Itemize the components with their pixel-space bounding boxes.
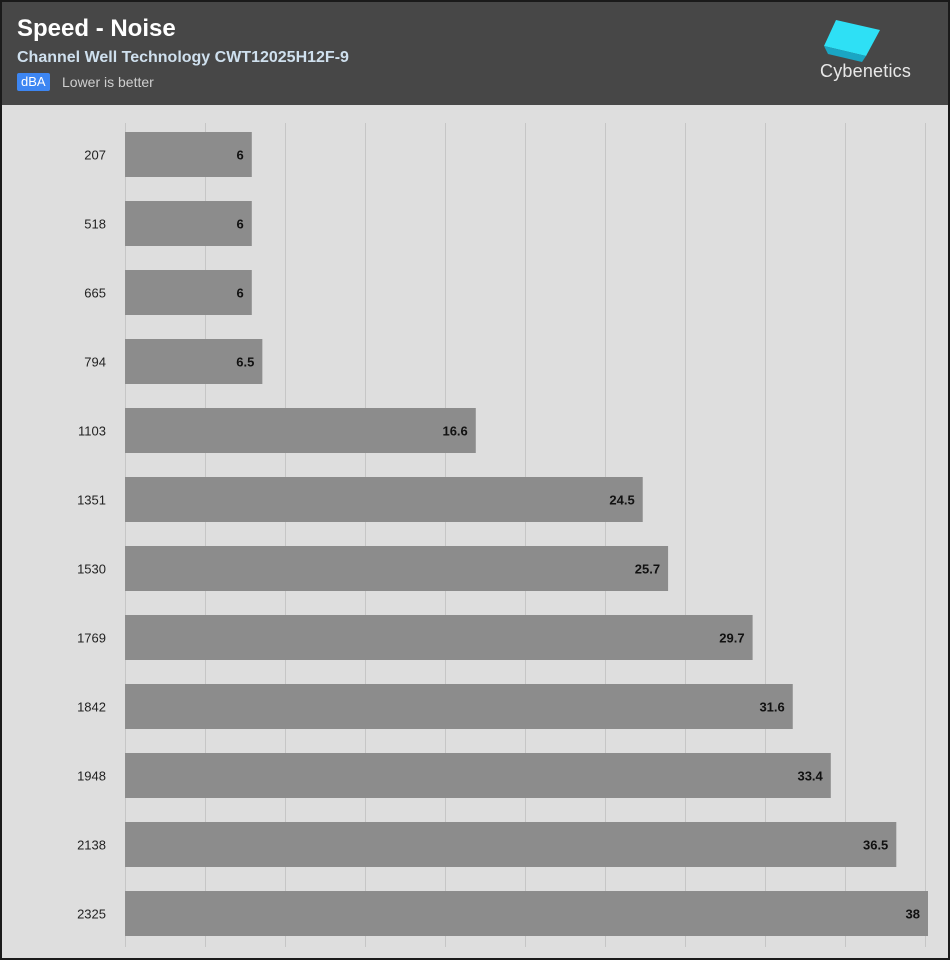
y-tick-label: 1351 [77,493,106,508]
bar-1351 [125,477,643,522]
bar-value-label: 6 [237,217,244,232]
y-tick-label: 1103 [78,424,106,439]
bar-value-label: 16.6 [442,424,467,439]
bar-value-label: 38 [906,907,920,922]
y-tick-label: 207 [84,148,106,163]
bar-1769 [125,615,753,660]
bar-1103 [125,408,476,453]
bar-value-label: 6 [237,148,244,163]
y-tick-label: 518 [84,217,106,232]
bar-518 [125,201,252,246]
y-tick-label: 1948 [77,769,106,784]
bar-2325 [125,891,928,936]
y-tick-label: 2138 [77,838,106,853]
chart-header: Speed - Noise Channel Well Technology CW… [2,2,948,105]
bar-665 [125,270,252,315]
bar-value-label: 31.6 [759,700,784,715]
unit-badge: dBA [17,73,50,91]
chart-title: Speed - Noise [17,15,176,42]
bar-value-label: 25.7 [635,562,660,577]
bar-value-label: 24.5 [609,493,634,508]
bar-chart-plot: 6 207 6 518 6 665 6.5 794 16.6 1103 24.5 1351 25.7 15… [77,123,928,947]
logo-wordmark: Cybenetics [820,61,912,81]
bar-1842 [125,684,793,729]
y-tick-label: 2325 [77,907,106,922]
bar-794 [125,339,263,384]
y-tick-label: 1530 [77,562,106,577]
bar-207 [125,132,252,177]
chart-subtitle: Channel Well Technology CWT12025H12F-9 [17,49,349,66]
bar-value-label: 36.5 [863,838,888,853]
bar-value-label: 6.5 [236,355,254,370]
y-tick-label: 1769 [77,631,106,646]
y-tick-label: 1842 [77,700,106,715]
cybenetics-logo-icon [824,20,880,62]
bar-value-label: 29.7 [719,631,744,646]
cybenetics-logo: Cybenetics [814,18,924,88]
bar-value-label: 33.4 [797,769,823,784]
bar-value-label: 6 [237,286,244,301]
bar-2138 [125,822,897,867]
lower-is-better-note: Lower is better [62,74,154,90]
bar-1530 [125,546,669,591]
y-tick-label: 794 [84,355,106,370]
bar-1948 [125,753,831,798]
y-tick-label: 665 [84,286,106,301]
